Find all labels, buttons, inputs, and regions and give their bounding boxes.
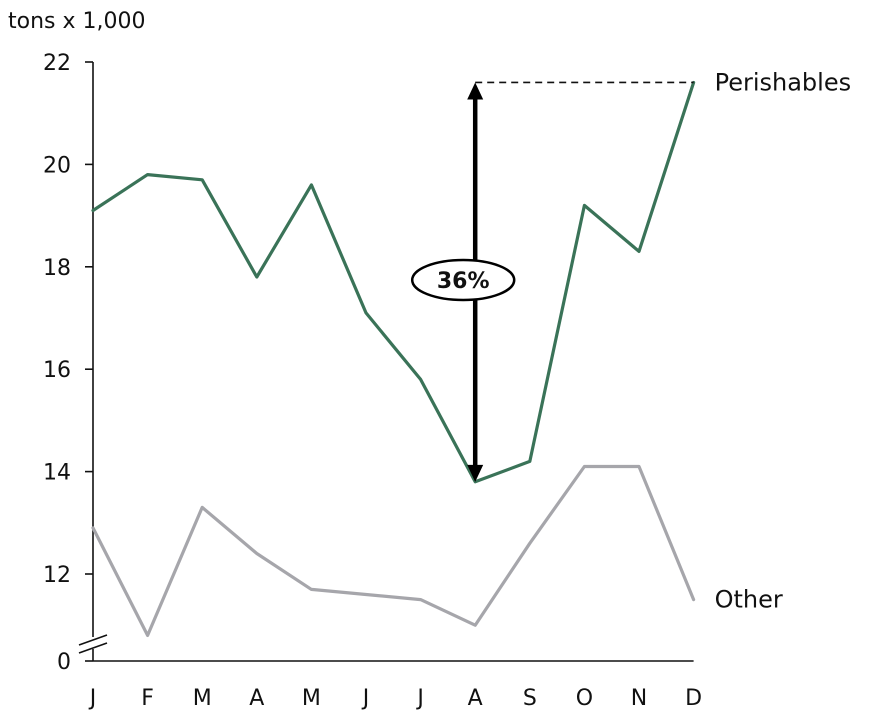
y-axis-unit-label: tons x 1,000 [8,9,145,34]
series-label-perishables: Perishables [715,68,852,96]
x-tick-label: M [193,686,212,711]
x-tick-label: J [361,686,370,711]
x-tick-label: F [141,686,154,711]
x-tick-label: J [415,686,424,711]
y-tick-label: 0 [57,650,71,675]
axes [79,62,694,661]
y-tick-label: 18 [43,256,71,281]
series-label-other: Other [715,586,783,614]
x-tick-label: N [631,686,647,711]
x-tick-label: S [523,686,537,711]
y-tick-label: 16 [43,358,71,383]
x-tick-label: A [468,686,483,711]
arrow-head-up [467,82,483,99]
percent-badge-text: 36% [437,269,490,294]
y-axis-ticks: 0 12 14 16 18 20 22 [43,51,93,675]
series-lines: Perishables Other [93,68,851,635]
x-tick-label: O [576,686,593,711]
x-tick-label: M [302,686,321,711]
y-tick-label: 14 [43,461,71,486]
series-line-perishables [93,83,694,482]
y-tick-label: 12 [43,563,71,588]
x-tick-label: J [88,686,97,711]
x-tick-label: A [249,686,264,711]
y-tick-label: 22 [43,51,71,76]
x-tick-label: D [685,686,702,711]
series-line-other [93,467,694,636]
percent-change-callout: 36% [412,82,693,481]
y-tick-label: 20 [43,153,71,178]
